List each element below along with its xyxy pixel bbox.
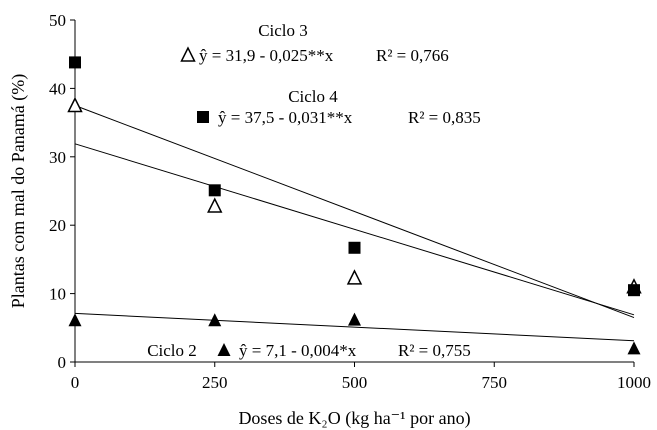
- x-tick-label: 1000: [617, 373, 651, 392]
- equation-ciclo-2: ŷ = 7,1 - 0,004*x: [239, 341, 357, 360]
- y-tick-label: 40: [49, 79, 66, 98]
- equation-ciclo-4: ŷ = 37,5 - 0,031**x: [218, 108, 353, 127]
- x-tick-label: 0: [71, 373, 80, 392]
- point-ciclo-2: [348, 312, 361, 326]
- point-ciclo-3: [207, 197, 223, 213]
- r2-ciclo-3: R² = 0,766: [376, 46, 449, 65]
- series-name-ciclo-2: Ciclo 2: [147, 341, 197, 360]
- y-tick-label: 50: [49, 11, 66, 30]
- data-points: [67, 56, 642, 355]
- x-axis-label: Doses de K₂O (kg ha⁻¹ por ano): [238, 408, 470, 429]
- point-ciclo-4: [348, 241, 361, 254]
- r2-ciclo-2: R² = 0,755: [398, 341, 471, 360]
- point-ciclo-4: [628, 284, 640, 297]
- trend-line-ciclo-4: [74, 105, 635, 319]
- y-tick-label: 30: [49, 148, 66, 167]
- y-tick-label: 10: [49, 285, 66, 304]
- r2-ciclo-4: R² = 0,835: [408, 108, 481, 127]
- equation-ciclo-3: ŷ = 31,9 - 0,025**x: [199, 46, 334, 65]
- trend-line-ciclo-2: [74, 312, 635, 342]
- legend-marker-ciclo-2: [217, 343, 231, 356]
- annotations: Ciclo 3 ŷ = 31,9 - 0,025**x R² = 0,766 Cicl…: [147, 21, 481, 360]
- point-ciclo-4: [208, 184, 221, 197]
- legend-marker-ciclo-3: [180, 46, 196, 62]
- trend-lines: [74, 105, 635, 342]
- legend-marker-ciclo-4: [197, 111, 209, 123]
- series-name-ciclo-4: Ciclo 4: [288, 87, 338, 106]
- point-ciclo-2: [68, 313, 82, 327]
- y-axis-label: Plantas com mal do Panamá (%): [8, 74, 29, 308]
- series-name-ciclo-3: Ciclo 3: [258, 21, 308, 40]
- point-ciclo-4: [69, 56, 81, 69]
- y-tick-label: 20: [49, 216, 66, 235]
- y-tick-label: 0: [58, 353, 67, 372]
- x-tick-label: 500: [342, 373, 368, 392]
- x-tick-label: 750: [482, 373, 508, 392]
- point-ciclo-2: [627, 341, 641, 355]
- trend-line-ciclo-3: [74, 143, 635, 316]
- point-ciclo-3: [67, 96, 83, 113]
- point-ciclo-2: [208, 313, 222, 327]
- point-ciclo-3: [346, 269, 363, 285]
- x-tick-label: 250: [202, 373, 228, 392]
